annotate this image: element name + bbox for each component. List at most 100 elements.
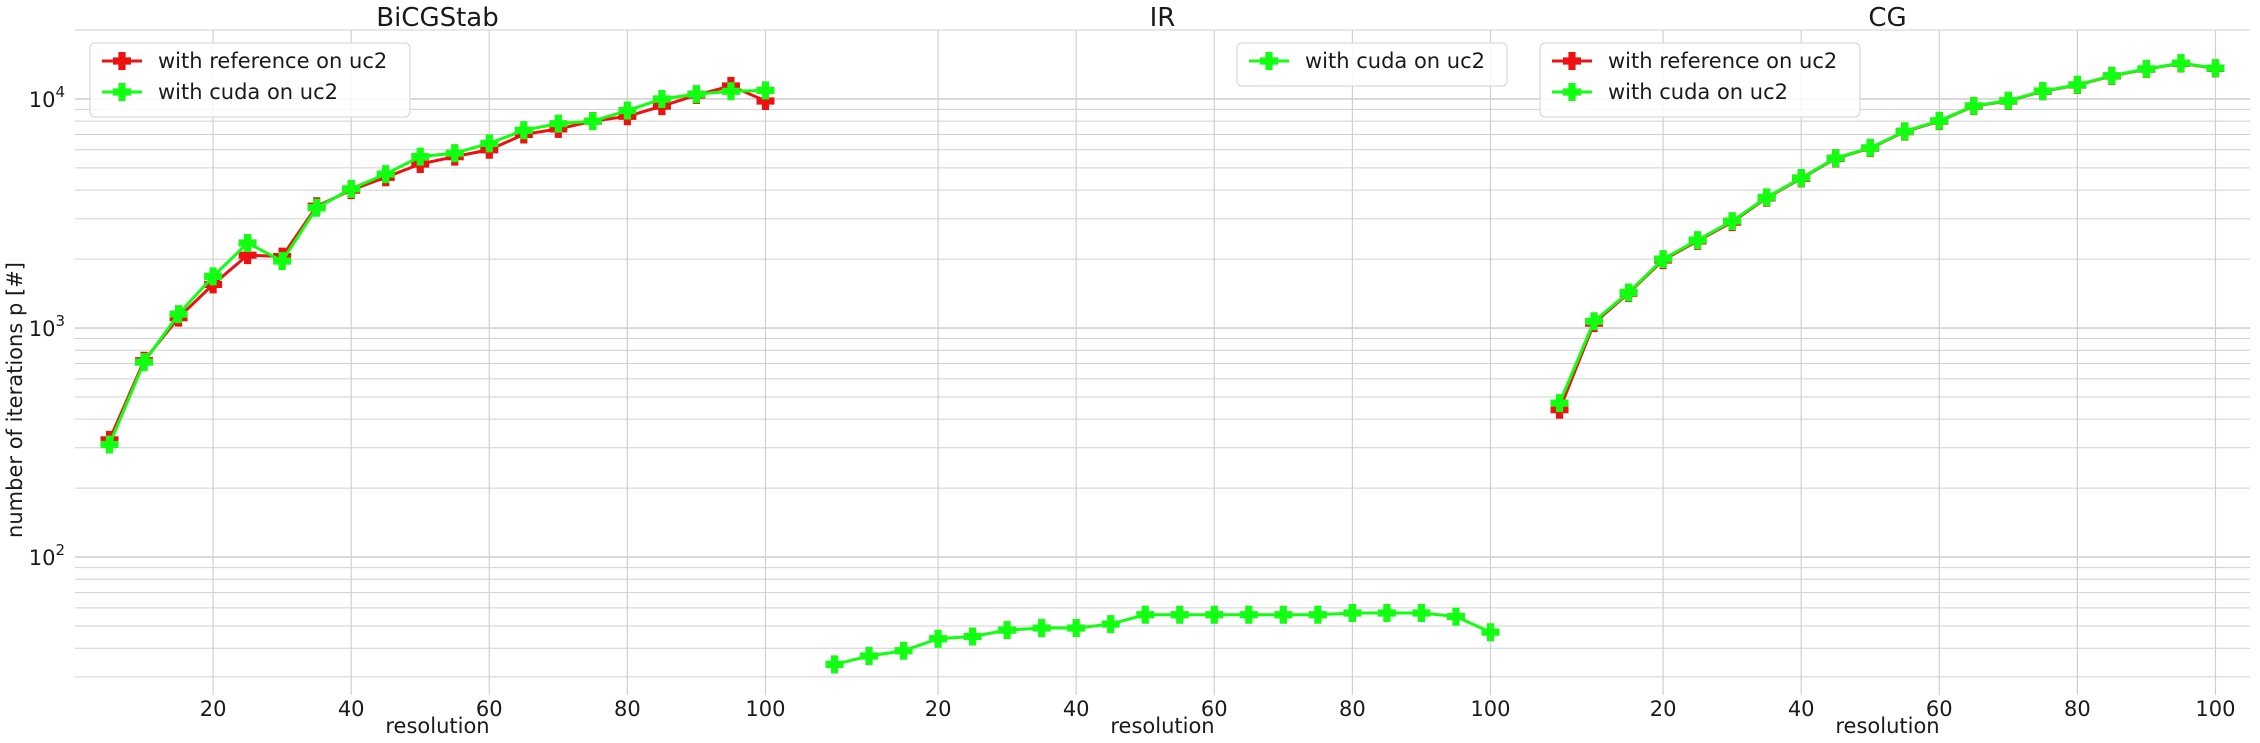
data-point: [721, 82, 740, 101]
panel-ir: IR 20 40 60 80 100 resolution with cuda on uc2: [800, 3, 1525, 738]
panel-cg: CG 20 40 60 80 100 resolution with reference on…: [1525, 3, 2250, 738]
data-point: [2206, 59, 2225, 78]
legend-marker: [113, 83, 131, 101]
grid: [1525, 29, 2250, 695]
data-point: [1826, 149, 1845, 168]
data-point: [342, 179, 361, 198]
data-point: [825, 655, 844, 674]
grid: [75, 29, 800, 695]
legend-marker: [1563, 52, 1581, 70]
data-point: [169, 305, 188, 324]
data-point: [1377, 604, 1396, 623]
legend-label: with cuda on uc2: [158, 80, 338, 104]
data-point: [1308, 605, 1327, 624]
panel-title: IR: [1150, 3, 1176, 33]
data-point: [1723, 212, 1742, 231]
legend: with cuda on uc2: [1236, 42, 1508, 87]
x-tick-label: 80: [614, 697, 641, 721]
data-point: [514, 121, 533, 140]
data-point: [756, 81, 775, 100]
x-tick-label: 20: [1650, 697, 1677, 721]
data-point: [860, 646, 879, 665]
panels: BiCGStab 20 40 60 80 100 resolution 102 103 104 wi…: [29, 3, 2250, 738]
data-point: [1964, 96, 1983, 115]
legend-label: with cuda on uc2: [1608, 80, 1788, 104]
y-tick-label: 103: [29, 312, 65, 341]
data-point: [1688, 231, 1707, 250]
data-point: [1343, 604, 1362, 623]
data-point: [135, 353, 154, 372]
data-point: [894, 641, 913, 660]
data-point: [1585, 312, 1604, 331]
data-point: [307, 198, 326, 217]
legend-box: [1236, 42, 1508, 87]
x-axis-label: resolution: [385, 714, 489, 738]
panel-title: CG: [1868, 3, 1906, 33]
data-point: [687, 85, 706, 104]
data-point: [100, 435, 119, 454]
x-tick-label: 80: [2064, 697, 2091, 721]
data-point: [1792, 168, 1811, 187]
x-tick-label: 60: [1201, 697, 1228, 721]
legend-label: with reference on uc2: [158, 49, 387, 73]
y-axis-label: number of iterations p [#]: [3, 262, 27, 538]
data-point: [1032, 619, 1051, 638]
legend-label: with cuda on uc2: [1305, 49, 1485, 73]
data-point: [2171, 54, 2190, 73]
legend: with reference on uc2 with cuda on uc2: [1539, 42, 1861, 118]
data-point: [1170, 605, 1189, 624]
data-point: [1101, 615, 1120, 634]
legend-marker: [1260, 52, 1278, 70]
data-point: [1999, 91, 2018, 110]
data-point: [1930, 111, 1949, 130]
series-line: [108, 88, 766, 446]
data-point: [376, 165, 395, 184]
data-point: [411, 147, 430, 166]
data-point: [2068, 75, 2087, 94]
data-point: [1412, 604, 1431, 623]
x-axis-label: resolution: [1835, 714, 1939, 738]
data-point: [756, 91, 775, 110]
data-point: [1895, 122, 1914, 141]
data-point: [963, 627, 982, 646]
y-tick-label: 102: [29, 541, 65, 570]
series-cuda: [825, 604, 1500, 674]
data-point: [1136, 605, 1155, 624]
legend-box: [89, 42, 411, 118]
series-cuda: [1550, 54, 2225, 413]
x-tick-label: 100: [745, 697, 785, 721]
x-axis-label: resolution: [1110, 714, 1214, 738]
x-tick-label: 60: [1926, 697, 1953, 721]
data-point: [238, 234, 257, 253]
data-point: [1481, 623, 1500, 642]
x-tick-label: 20: [925, 697, 952, 721]
x-tick-label: 60: [476, 697, 503, 721]
data-point: [1654, 250, 1673, 269]
data-point: [618, 101, 637, 120]
data-point: [204, 267, 223, 286]
legend-box: [1539, 42, 1861, 118]
legend-marker: [1563, 83, 1581, 101]
series-line: [108, 84, 767, 441]
data-point: [1861, 138, 1880, 157]
data-point: [1067, 619, 1086, 638]
data-point: [238, 246, 257, 265]
data-point: [2033, 82, 2052, 101]
x-tick-label: 20: [200, 697, 227, 721]
data-point: [1205, 605, 1224, 624]
legend: with reference on uc2 with cuda on uc2: [89, 42, 411, 118]
x-tick-label: 40: [1788, 697, 1815, 721]
grid: [800, 29, 1525, 695]
series-reference: [100, 76, 775, 449]
data-point: [2102, 66, 2121, 85]
data-point: [1274, 605, 1293, 624]
x-tick-label: 40: [338, 697, 365, 721]
data-point: [583, 112, 602, 131]
data-point: [2137, 59, 2156, 78]
panel-bicgstab: BiCGStab 20 40 60 80 100 resolution 102 103 104 wi…: [29, 3, 800, 738]
x-tick-label: 80: [1339, 697, 1366, 721]
series-cuda: [100, 81, 775, 454]
x-tick-label: 100: [1470, 697, 1510, 721]
data-point: [1550, 394, 1569, 413]
